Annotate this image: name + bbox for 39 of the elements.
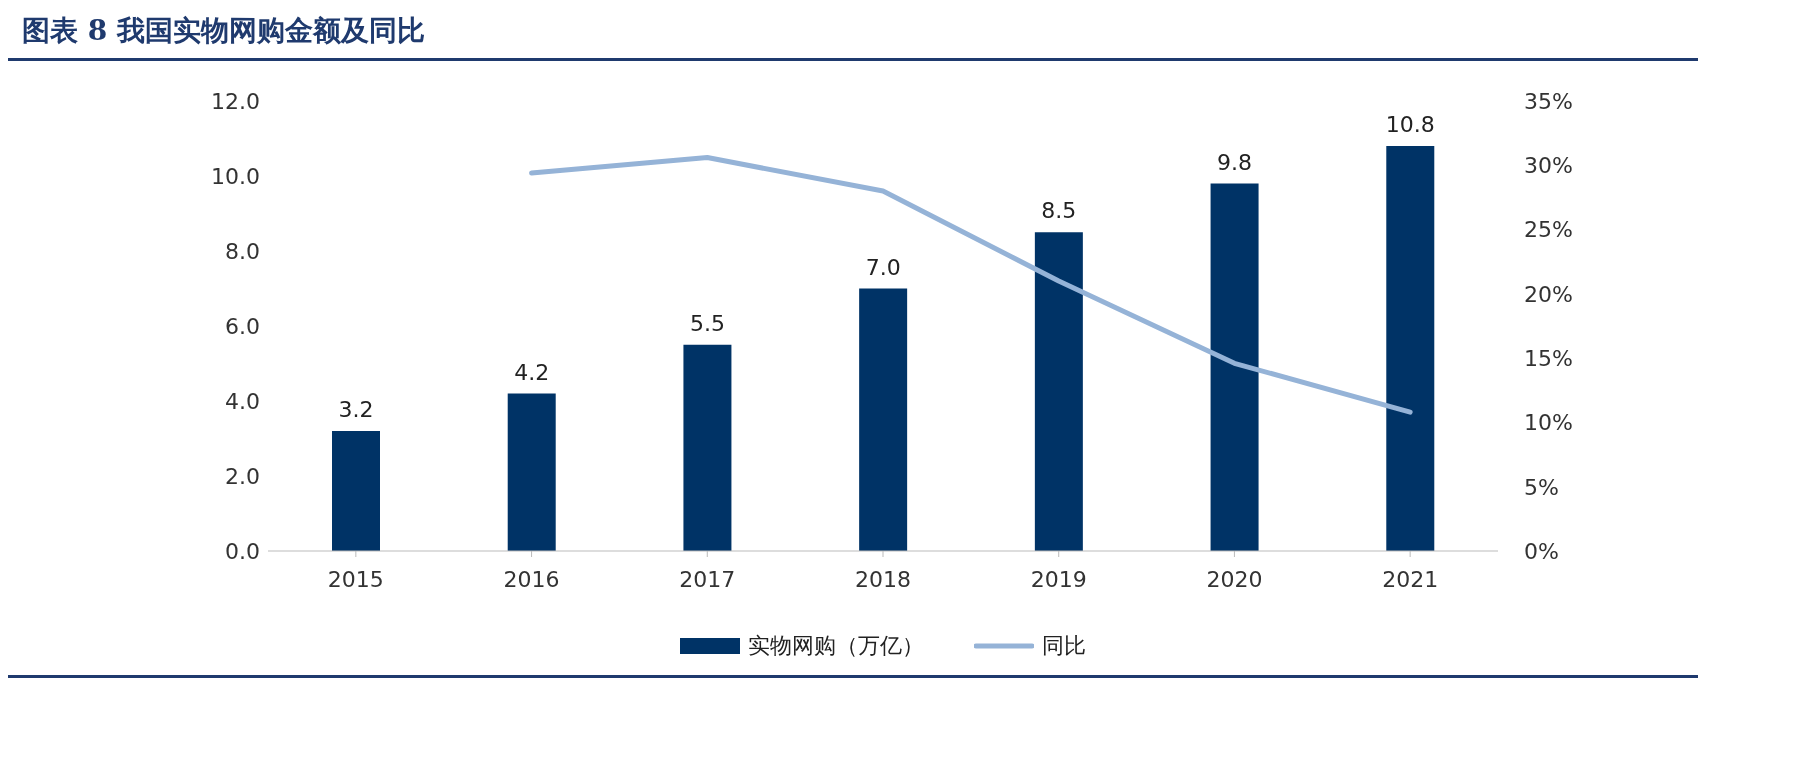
y-tick-label: 10.0: [211, 163, 260, 189]
bar: [507, 393, 556, 551]
x-tick-label: 2021: [1382, 566, 1439, 592]
y-tick-label: 2.0: [225, 463, 260, 489]
data-label: 9.8: [1217, 149, 1253, 175]
bar: [1210, 183, 1259, 551]
y-tick-label: 12.0: [211, 88, 260, 114]
y2-tick-label: 35%: [1524, 88, 1573, 114]
x-tick-label: 2015: [327, 566, 384, 592]
bar: [859, 288, 908, 551]
bar: [1386, 146, 1435, 551]
x-tick-label: 2016: [503, 566, 560, 592]
x-tick-label: 2019: [1030, 566, 1087, 592]
y-tick-label: 6.0: [225, 313, 260, 339]
x-tick-label: 2020: [1206, 566, 1263, 592]
x-tick-label: 2017: [679, 566, 736, 592]
y2-tick-label: 5%: [1524, 474, 1559, 500]
data-label: 3.2: [338, 397, 374, 422]
bar: [332, 431, 380, 551]
data-label: 8.5: [1041, 198, 1077, 224]
y-tick-label: 4.0: [225, 388, 260, 414]
data-label: 4.2: [514, 359, 550, 385]
y2-tick-label: 25%: [1524, 217, 1573, 243]
y2-tick-label: 20%: [1524, 281, 1573, 307]
y2-tick-label: 10%: [1524, 410, 1573, 436]
data-label: 7.0: [865, 254, 901, 280]
chart-title: 图表 8 我国实物网购金额及同比: [21, 13, 426, 49]
y-tick-label: 0.0: [225, 538, 260, 564]
y2-tick-label: 15%: [1524, 345, 1573, 371]
y2-tick-label: 0%: [1524, 538, 1559, 564]
legend-label: 实物网购（万亿）: [748, 632, 924, 660]
x-tick-label: 2018: [855, 566, 911, 592]
y-tick-label: 8.0: [225, 238, 260, 264]
bar: [683, 344, 732, 551]
bar: [1034, 232, 1083, 551]
y2-tick-label: 30%: [1524, 153, 1573, 179]
legend-label: 同比: [1042, 632, 1086, 660]
data-label: 10.8: [1385, 112, 1435, 137]
data-label: 5.5: [689, 310, 725, 336]
